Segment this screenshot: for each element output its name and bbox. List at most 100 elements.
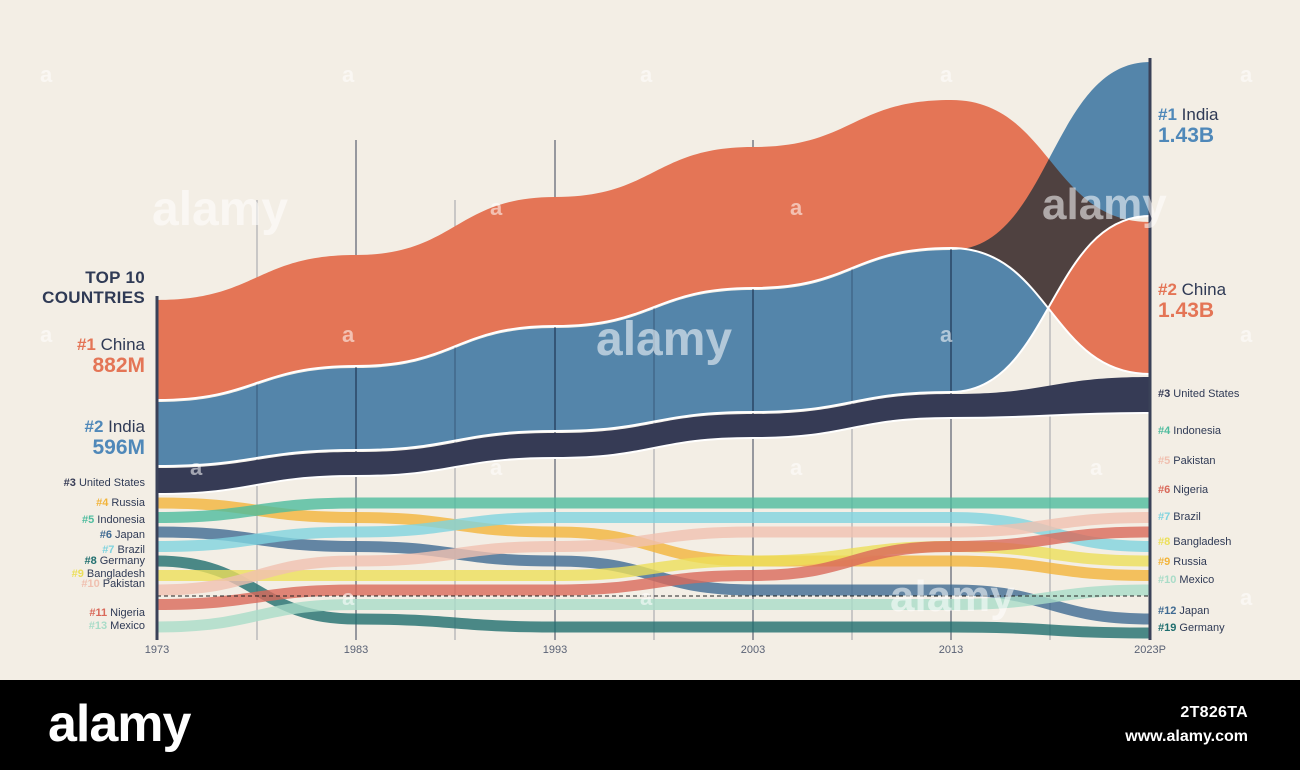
rank-text: #8 bbox=[84, 555, 100, 567]
band-separator bbox=[156, 215, 1151, 467]
population-value: 1.43B bbox=[1158, 299, 1215, 322]
x-tick-label: 1983 bbox=[343, 644, 369, 656]
rank-text: #6 bbox=[1158, 484, 1174, 496]
rank-text: #3 bbox=[63, 477, 79, 489]
rank-text: #4 bbox=[1158, 425, 1174, 437]
right-big-label: #2 China 1.43B bbox=[1158, 280, 1226, 322]
right-big-label: #1 India 1.43B bbox=[1158, 105, 1219, 147]
left-country-label: #9 Bangladesh bbox=[72, 568, 145, 580]
right-country-label: #3 United States bbox=[1158, 388, 1239, 400]
country-name: Mexico bbox=[110, 620, 145, 632]
left-country-label: #7 Brazil bbox=[102, 544, 145, 556]
rank-text: #7 bbox=[1158, 511, 1174, 523]
x-tick-label: 2003 bbox=[740, 644, 766, 656]
rank-text: #1 bbox=[1158, 105, 1182, 124]
left-country-label: #10 Pakistan bbox=[81, 578, 145, 590]
rank-text: #4 bbox=[96, 497, 112, 509]
country-name: Bangladesh bbox=[86, 568, 145, 580]
country-name: Pakistan bbox=[102, 578, 145, 590]
right-country-label: #12 Japan bbox=[1158, 605, 1209, 617]
rank-text: #19 bbox=[1158, 622, 1180, 634]
x-tick-label: 2023P bbox=[1134, 644, 1166, 656]
rank-text: #7 bbox=[102, 544, 118, 556]
series-line-pakistan[interactable] bbox=[156, 512, 1151, 596]
country-name: Germany bbox=[99, 555, 145, 567]
left-country-label: #6 Japan bbox=[100, 529, 145, 541]
rank-text: #10 bbox=[81, 578, 103, 590]
rank-text: #5 bbox=[81, 514, 98, 526]
chart-area: TOP 10 COUNTRIES #1 China 882M #2 India 596… bbox=[40, 58, 1253, 656]
series-band-united-states[interactable] bbox=[157, 377, 1150, 494]
series-line-indonesia[interactable] bbox=[156, 497, 1150, 523]
chart-title-line2: COUNTRIES bbox=[42, 288, 145, 307]
left-country-label: #13 Mexico bbox=[89, 620, 145, 632]
population-value: 596M bbox=[92, 436, 145, 459]
right-country-label: #6 Nigeria bbox=[1158, 484, 1208, 496]
right-country-label: #10 Mexico bbox=[1158, 574, 1214, 586]
country-name: Brazil bbox=[1173, 511, 1201, 523]
series-band-china[interactable] bbox=[157, 100, 1150, 400]
rank-text: #6 bbox=[99, 529, 116, 541]
series-band-india[interactable] bbox=[157, 62, 1150, 466]
rank-text: #3 bbox=[1158, 388, 1174, 400]
rank-text: #9 bbox=[1158, 556, 1174, 568]
country-name: India bbox=[108, 417, 145, 436]
rank-text: #1 bbox=[76, 335, 101, 354]
country-name: Russia bbox=[111, 497, 145, 509]
left-big-label: #1 China 882M bbox=[77, 335, 145, 377]
left-country-label: #8 Germany bbox=[84, 555, 145, 567]
country-name: Russia bbox=[1173, 556, 1207, 568]
left-country-label: #5 Indonesia bbox=[82, 514, 145, 526]
rank-text: #8 bbox=[1158, 536, 1174, 548]
rank-text: #2 bbox=[1158, 280, 1182, 299]
rank-text: #10 bbox=[1158, 574, 1180, 586]
right-country-label: #7 Brazil bbox=[1158, 511, 1201, 523]
band-separator bbox=[156, 412, 1151, 495]
country-name: Brazil bbox=[117, 544, 145, 556]
country-name: United States bbox=[78, 477, 145, 489]
chart-title: TOP 10 COUNTRIES bbox=[42, 268, 145, 308]
x-tick-label: 1973 bbox=[144, 644, 170, 656]
country-name: Germany bbox=[1179, 622, 1225, 634]
population-value: 882M bbox=[92, 354, 145, 377]
right-country-label: #5 Pakistan bbox=[1158, 455, 1216, 467]
country-name: Indonesia bbox=[1173, 425, 1222, 437]
image-id: 2T826TA bbox=[1180, 704, 1248, 721]
country-name: Nigeria bbox=[1173, 484, 1209, 496]
chart-title-line1: TOP 10 bbox=[85, 268, 145, 287]
country-name: Bangladesh bbox=[1173, 536, 1232, 548]
country-name: Mexico bbox=[1179, 574, 1215, 586]
rank-text: #2 bbox=[84, 417, 109, 436]
country-name: China bbox=[1181, 280, 1227, 299]
main-chart bbox=[155, 58, 1152, 640]
right-country-label: #9 Russia bbox=[1158, 556, 1207, 568]
x-tick-label: 1993 bbox=[542, 644, 568, 656]
footer-logo[interactable]: alamy bbox=[48, 695, 191, 753]
right-country-label: #8 Bangladesh bbox=[1158, 536, 1231, 548]
right-country-label: #4 Indonesia bbox=[1158, 425, 1221, 437]
left-country-label: #11 Nigeria bbox=[89, 607, 145, 619]
rank-text: #9 bbox=[71, 568, 87, 580]
series-line-nigeria[interactable] bbox=[156, 526, 1151, 610]
left-country-label: #4 Russia bbox=[96, 497, 145, 509]
rank-text: #13 bbox=[88, 620, 111, 632]
country-name: Nigeria bbox=[110, 607, 145, 619]
series-line-germany[interactable] bbox=[156, 555, 1151, 639]
population-value: 1.43B bbox=[1158, 124, 1215, 147]
country-name: United States bbox=[1173, 388, 1240, 400]
rank-text: #12 bbox=[1158, 605, 1180, 617]
country-name: Indonesia bbox=[97, 514, 145, 526]
series-line-mexico[interactable] bbox=[156, 584, 1151, 633]
x-tick-label: 2013 bbox=[938, 644, 964, 656]
series-line-brazil[interactable] bbox=[156, 512, 1151, 552]
country-name: Japan bbox=[1179, 605, 1210, 617]
country-name: Pakistan bbox=[1173, 455, 1216, 467]
country-name: India bbox=[1181, 105, 1219, 124]
rank-text: #11 bbox=[89, 607, 111, 619]
footer-url[interactable]: www.alamy.com bbox=[1125, 728, 1248, 745]
country-name: China bbox=[100, 335, 145, 354]
left-big-label: #2 India 596M bbox=[84, 417, 145, 459]
right-country-label: #19 Germany bbox=[1158, 622, 1225, 634]
left-country-label: #3 United States bbox=[64, 477, 145, 489]
series-line-russia[interactable] bbox=[156, 497, 1151, 581]
